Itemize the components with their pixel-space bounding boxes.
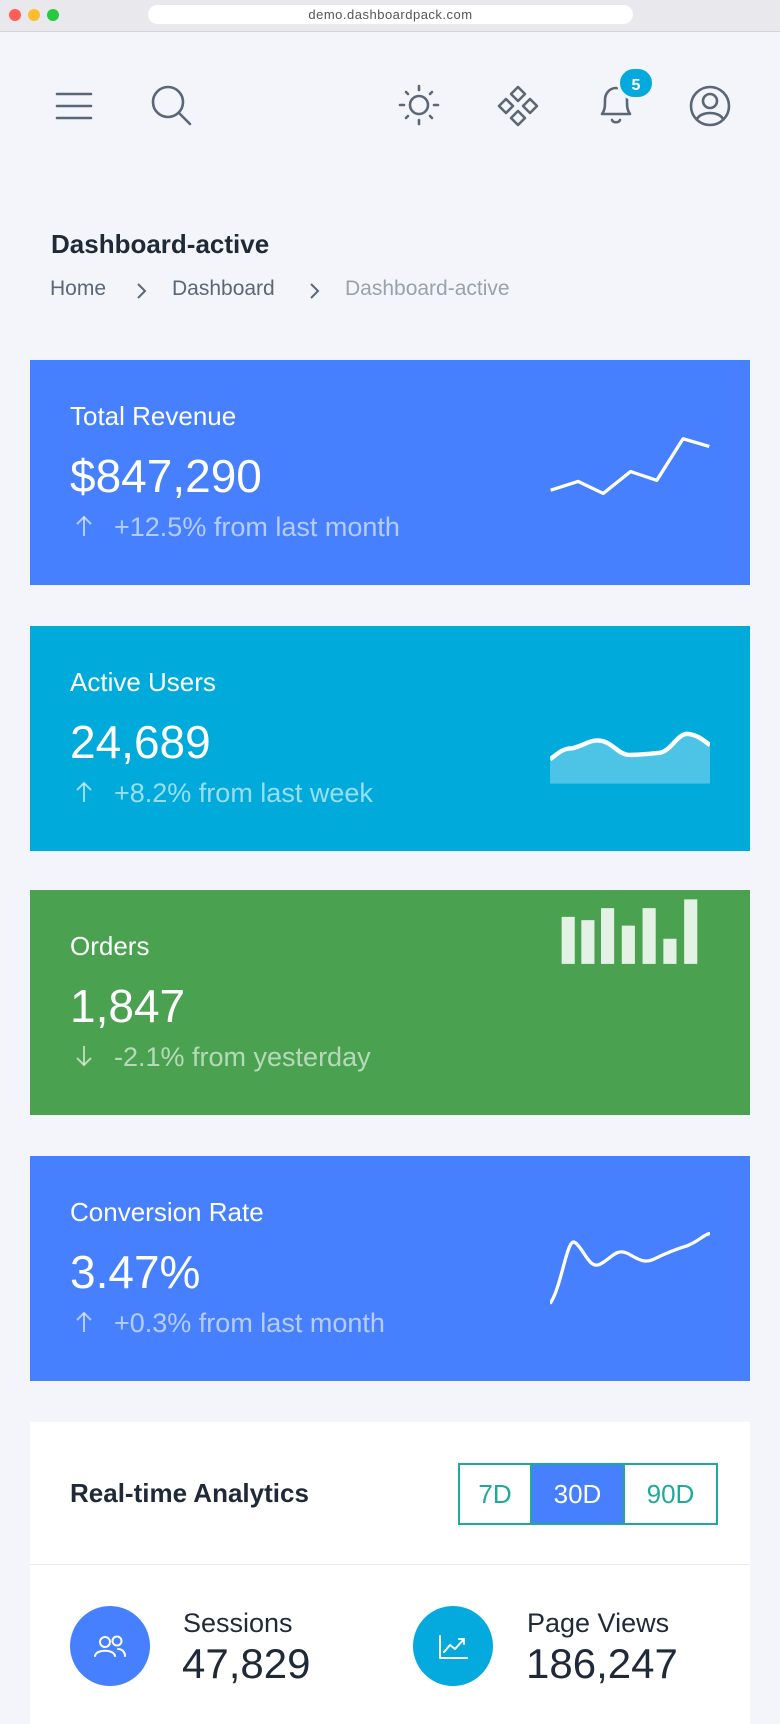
card-title: Total Revenue bbox=[70, 401, 237, 431]
metric-value: 186,247 bbox=[526, 1640, 678, 1687]
card-change: -2.1% from yesterday bbox=[114, 1042, 371, 1072]
card-change: +8.2% from last week bbox=[114, 778, 373, 808]
up-arrow bbox=[76, 515, 92, 536]
stat-card[interactable]: Active Users 24,689 +8.2% from last week bbox=[30, 626, 750, 851]
up-arrow bbox=[76, 781, 92, 802]
card-change: +0.3% from last month bbox=[114, 1308, 385, 1338]
apps-icon[interactable] bbox=[496, 84, 540, 128]
card-title: Orders bbox=[70, 931, 150, 961]
range-button[interactable]: 90D bbox=[646, 1479, 695, 1509]
page-title: Dashboard-active bbox=[51, 229, 270, 259]
stat-card[interactable]: Conversion Rate 3.47% +0.3% from last mo… bbox=[30, 1156, 750, 1381]
metric-value: 47,829 bbox=[182, 1640, 311, 1687]
zoom-dot[interactable] bbox=[47, 9, 59, 21]
card-title: Active Users bbox=[70, 667, 216, 697]
metric-label: Page Views bbox=[527, 1608, 670, 1638]
url[interactable]: demo.dashboardpack.com bbox=[148, 5, 633, 24]
breadcrumb-separator bbox=[137, 283, 147, 299]
sparkline bbox=[550, 1232, 710, 1305]
theme-icon[interactable] bbox=[398, 84, 440, 126]
chart-glyph bbox=[439, 1635, 468, 1659]
metric-label: Sessions bbox=[183, 1608, 293, 1638]
pageviews-icon bbox=[413, 1606, 493, 1686]
breadcrumb-link[interactable]: Home bbox=[50, 277, 107, 300]
browser-bar: demo.dashboardpack.com bbox=[0, 0, 780, 32]
user-icon[interactable] bbox=[688, 84, 732, 128]
notification-badge: 5 bbox=[617, 66, 655, 100]
sessions-icon bbox=[70, 1606, 150, 1686]
divider bbox=[30, 1564, 750, 1565]
breadcrumb-link[interactable]: Dashboard bbox=[172, 277, 275, 300]
card-change: +12.5% from last month bbox=[114, 512, 400, 542]
analytics-title: Real-time Analytics bbox=[70, 1478, 309, 1508]
minimize-dot[interactable] bbox=[28, 9, 40, 21]
card-value: 24,689 bbox=[70, 716, 211, 768]
bell-icon[interactable] bbox=[594, 82, 638, 128]
breadcrumb-current: Dashboard-active bbox=[345, 277, 510, 300]
breadcrumb-separator bbox=[310, 283, 320, 299]
card-title: Conversion Rate bbox=[70, 1197, 264, 1227]
up-arrow bbox=[76, 1311, 92, 1332]
range-button[interactable]: 30D bbox=[532, 1465, 625, 1523]
users-glyph bbox=[94, 1635, 126, 1657]
card-value: $847,290 bbox=[70, 450, 262, 502]
search-icon[interactable] bbox=[150, 84, 194, 128]
card-value: 1,847 bbox=[70, 980, 186, 1032]
sparkline bbox=[550, 437, 710, 496]
range-selector: 7D 30D 90D bbox=[458, 1463, 718, 1525]
stat-card[interactable]: Total Revenue $847,290 +12.5% from last … bbox=[30, 360, 750, 585]
down-arrow bbox=[76, 1046, 92, 1067]
sparkline bbox=[550, 731, 710, 784]
analytics-panel: Real-time Analytics 7D 30D 90D Sessions 47… bbox=[30, 1422, 750, 1724]
stat-card[interactable]: Orders 1,847 -2.1% from yesterday bbox=[30, 890, 750, 1115]
bar-sparkline bbox=[561, 899, 698, 964]
close-dot[interactable] bbox=[9, 9, 21, 21]
menu-icon[interactable] bbox=[54, 86, 94, 126]
range-button[interactable]: 7D bbox=[460, 1465, 532, 1523]
card-value: 3.47% bbox=[70, 1246, 201, 1298]
